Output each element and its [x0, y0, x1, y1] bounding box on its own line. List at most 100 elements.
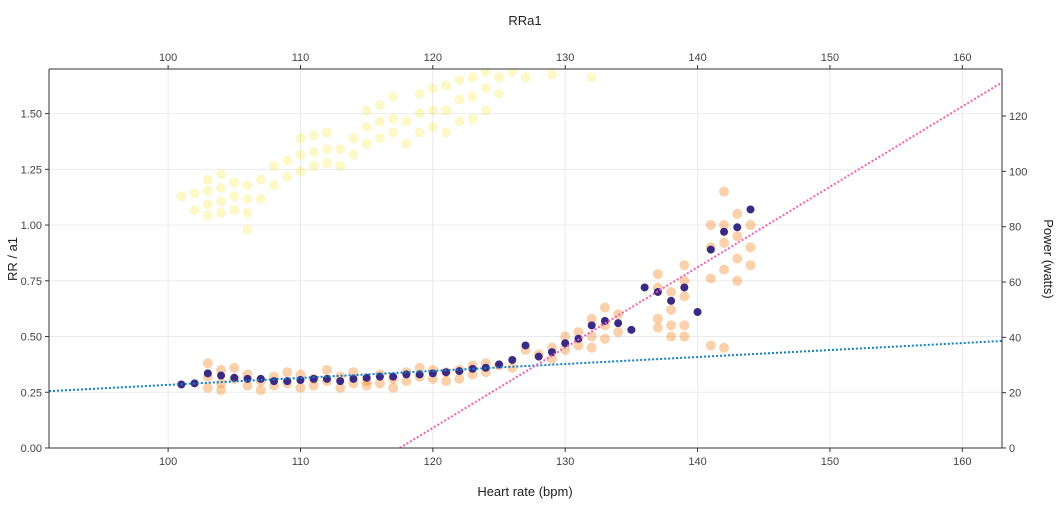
mean-point — [534, 352, 543, 361]
power-point — [427, 105, 438, 116]
y-tick-label-right: 120 — [1009, 111, 1027, 123]
y-tick-label-left: 1.25 — [21, 164, 42, 176]
rr-a1-point — [441, 376, 452, 387]
mean-point — [256, 374, 265, 383]
mean-point — [521, 341, 530, 350]
rr-a1-point — [719, 342, 730, 353]
rr-a1-point — [586, 342, 597, 353]
rr-a1-point — [216, 385, 227, 396]
rr-a1-point — [719, 264, 730, 275]
rr-a1-point — [321, 364, 332, 375]
power-point — [520, 72, 531, 83]
rr-a1-point — [732, 275, 743, 286]
power-point — [441, 127, 452, 138]
power-point — [586, 72, 597, 83]
power-point — [282, 155, 293, 166]
rr-a1-point — [666, 286, 677, 297]
power-point — [401, 138, 412, 149]
power-point — [454, 75, 465, 86]
mean-point — [720, 227, 729, 236]
power-point — [467, 113, 478, 124]
power-point — [202, 174, 213, 185]
x-tick-label-bottom: 110 — [292, 456, 310, 468]
y-tick-label-right: 60 — [1009, 277, 1021, 289]
rr-a1-point — [679, 275, 690, 286]
rr-a1-point — [719, 220, 730, 231]
mean-point — [614, 319, 623, 328]
axes: 100 100 110 110 120 120 130 130 140 140 150 150 160 1… — [21, 52, 1028, 468]
power-point — [480, 83, 491, 94]
y-tick-label-right: 40 — [1009, 332, 1021, 344]
power-point — [202, 199, 213, 210]
mean-point — [455, 367, 464, 376]
power-point — [216, 207, 227, 218]
rr-a1-point — [335, 382, 346, 393]
mean-point — [230, 373, 239, 382]
power-point — [388, 127, 399, 138]
mean-point — [442, 368, 451, 377]
x-tick-label-bottom: 130 — [556, 456, 574, 468]
power-point — [361, 122, 372, 133]
power-point — [176, 191, 187, 202]
rr-a1-point — [560, 344, 571, 355]
power-point — [189, 188, 200, 199]
power-point — [229, 191, 240, 202]
rr-a1-point — [454, 373, 465, 384]
mean-point — [587, 321, 596, 330]
rr-a1-point — [679, 260, 690, 271]
mean-point — [402, 370, 411, 379]
rr-a1-point — [732, 253, 743, 264]
y-tick-label-right: 0 — [1009, 443, 1015, 455]
mean-point — [706, 245, 715, 254]
y-tick-label-left: 0.25 — [21, 387, 42, 399]
high-trend-line — [399, 81, 1002, 448]
power-point — [441, 80, 452, 91]
x-tick-label-top: 160 — [953, 52, 971, 64]
power-point — [546, 69, 557, 80]
power-point — [242, 224, 253, 235]
power-point — [388, 91, 399, 102]
rr-a1-point — [388, 382, 399, 393]
rr-a1-point — [652, 313, 663, 324]
power-point — [507, 69, 518, 77]
rr-a1-point — [414, 362, 425, 373]
power-point — [269, 160, 280, 171]
rr-a1-point — [666, 331, 677, 342]
rr-a1-point — [679, 291, 690, 302]
rr-a1-point — [599, 333, 610, 344]
power-point — [229, 177, 240, 188]
power-point — [401, 116, 412, 127]
rr-a1-point — [546, 353, 557, 364]
power-point — [427, 122, 438, 133]
rr-a1-point — [255, 385, 266, 396]
rr-a1-point — [679, 320, 690, 331]
rr-a1-point — [652, 269, 663, 280]
mean-point — [362, 373, 371, 382]
mean-point — [203, 369, 212, 378]
power-point — [427, 83, 438, 94]
mean-point — [243, 374, 252, 383]
rr-a1-point — [348, 367, 359, 378]
power-point — [216, 169, 227, 180]
y-tick-label-right: 80 — [1009, 222, 1021, 234]
low-trend-line — [49, 339, 1002, 393]
power-point — [374, 133, 385, 144]
rr-a1-point — [202, 358, 213, 369]
power-point — [255, 174, 266, 185]
power-point — [454, 94, 465, 105]
power-point — [414, 108, 425, 119]
rr-a1-point — [560, 331, 571, 342]
rr-a1-point — [401, 376, 412, 387]
mean-point — [640, 283, 649, 292]
rr-a1-point — [308, 380, 319, 391]
power-point — [335, 160, 346, 171]
y-tick-label-right: 20 — [1009, 388, 1021, 400]
power-point — [361, 138, 372, 149]
rr-a1-point — [295, 382, 306, 393]
power-point — [295, 133, 306, 144]
mean-point — [336, 377, 345, 386]
power-point — [335, 144, 346, 155]
y2-axis-title: Power (watts) — [1041, 219, 1056, 298]
x-tick-label-top: 110 — [292, 52, 310, 64]
x-tick-label-bottom: 120 — [424, 456, 442, 468]
